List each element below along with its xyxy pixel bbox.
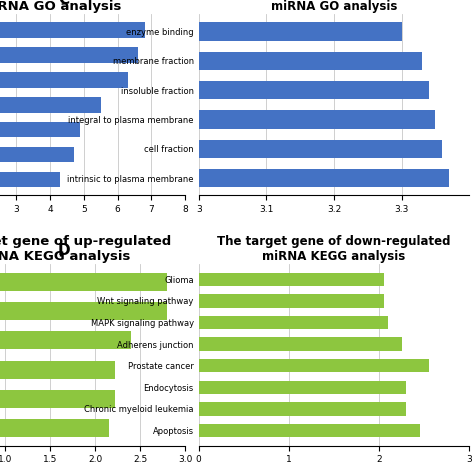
Bar (0, 72, 128, 88)
Title: The target gene of down-regulated
miRNA GO analysis: The target gene of down-regulated miRNA … (217, 0, 451, 13)
Bar (199, 337, 401, 351)
Bar (0, 302, 167, 320)
Bar (199, 294, 383, 308)
Bar (199, 316, 388, 329)
Bar (0, 273, 167, 291)
Bar (0, 22, 401, 41)
Bar (199, 273, 383, 286)
Bar (0, 361, 115, 379)
Bar (0, 97, 100, 112)
Title: The target gene of up-regulated
miRNA GO analysis: The target gene of up-regulated miRNA GO… (0, 0, 171, 13)
Bar (0, 122, 81, 137)
Bar (199, 402, 406, 416)
Bar (0, 47, 138, 63)
Bar (0, 331, 131, 349)
Bar (0, 172, 60, 187)
Bar (199, 381, 406, 394)
Bar (0, 22, 145, 38)
Text: D: D (58, 243, 71, 257)
Bar (0, 147, 73, 162)
Bar (0, 140, 442, 158)
Bar (0, 110, 436, 128)
Title: The target gene of up-regulated
miRNA KEGG analysis: The target gene of up-regulated miRNA KE… (0, 235, 171, 263)
Bar (0, 169, 449, 187)
Title: The target gene of down-regulated
miRNA KEGG analysis: The target gene of down-regulated miRNA … (217, 235, 451, 263)
Text: C: C (58, 0, 69, 8)
Bar (0, 419, 109, 438)
Bar (0, 52, 422, 70)
Bar (199, 424, 419, 438)
Bar (199, 359, 428, 373)
Bar (0, 390, 115, 408)
Bar (0, 81, 428, 99)
